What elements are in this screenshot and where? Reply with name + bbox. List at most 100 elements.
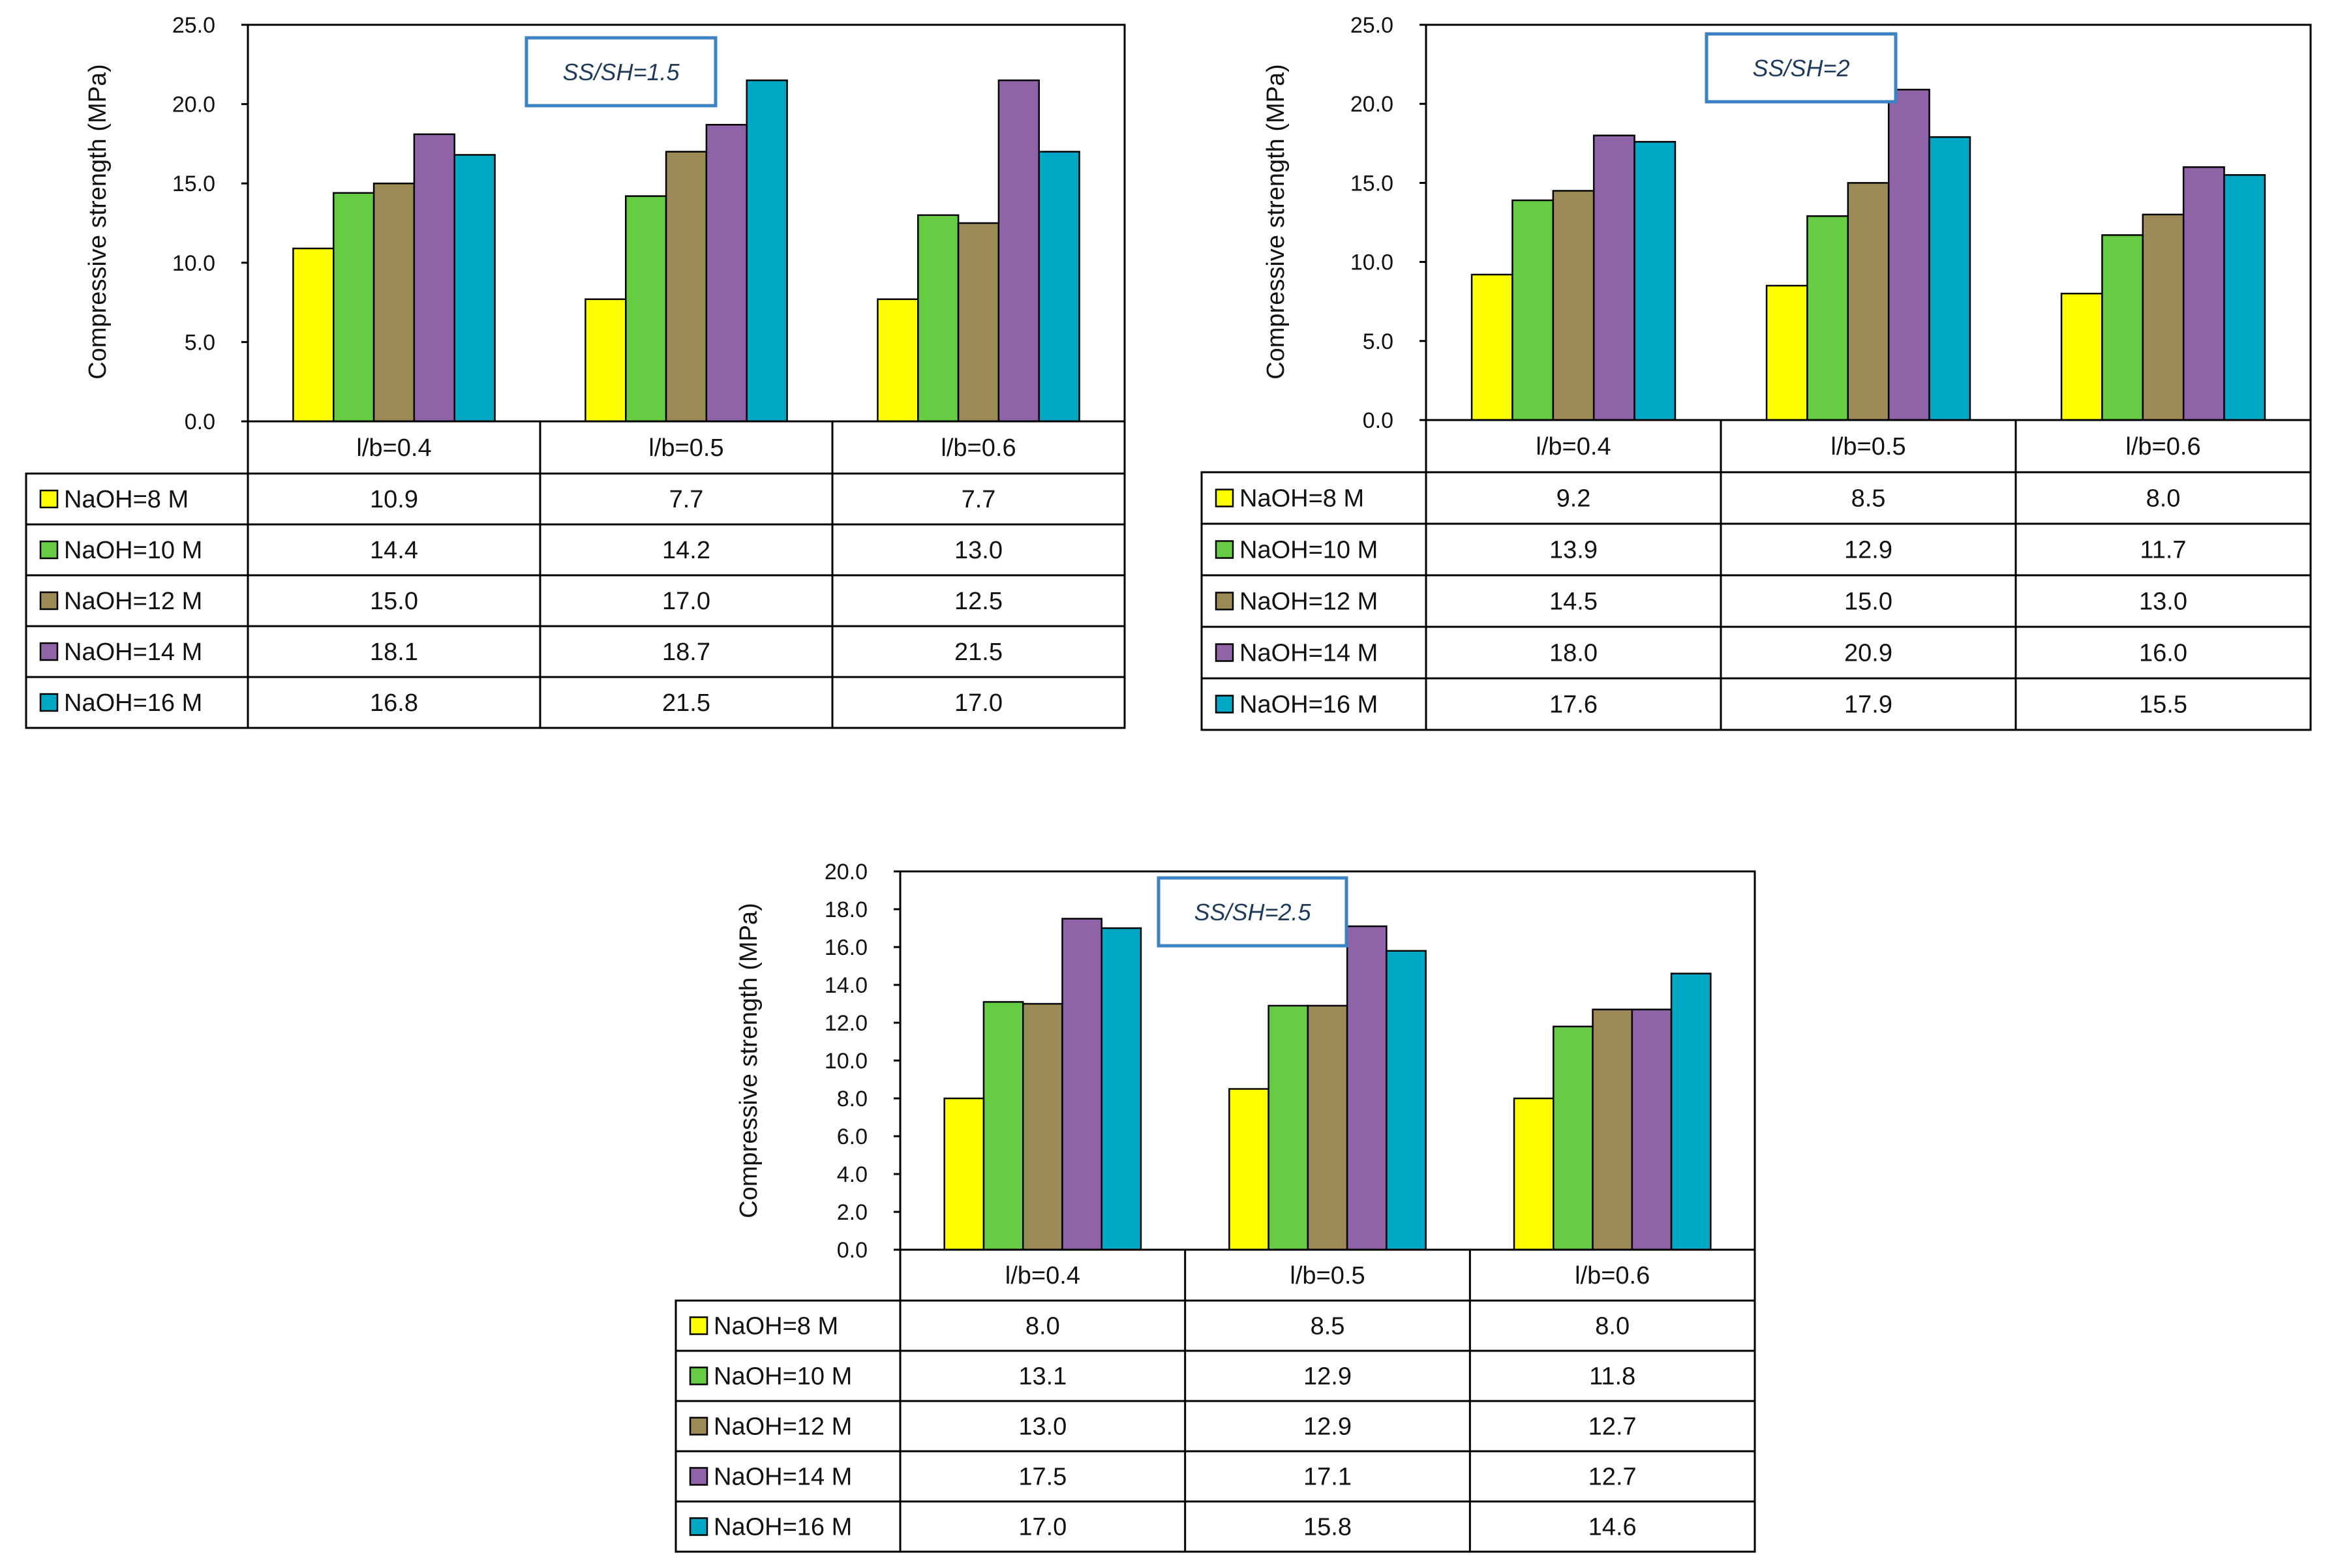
data-label-naoh-12-m-l-b-0-5: 15.0 bbox=[1844, 588, 1892, 616]
bar-naoh-10-m-l-b-0-6 bbox=[1553, 1025, 1594, 1251]
data-label-naoh-10-m-l-b-0-4: 13.9 bbox=[1549, 537, 1598, 564]
bar-naoh-16-m-l-b-0-5 bbox=[1386, 950, 1427, 1251]
chart-title-box bbox=[1705, 32, 1898, 104]
bar-naoh-16-m-l-b-0-4 bbox=[453, 154, 496, 423]
data-label-naoh-12-m-l-b-0-6: 12.5 bbox=[954, 588, 1003, 615]
legend-key-naoh-10-m bbox=[39, 540, 59, 560]
bar-naoh-8-m-l-b-0-4 bbox=[1470, 273, 1513, 421]
data-label-naoh-16-m-l-b-0-5: 21.5 bbox=[662, 689, 710, 717]
bar-naoh-12-m-l-b-0-4 bbox=[372, 182, 416, 423]
y-tick-label: 15.0 bbox=[172, 172, 215, 196]
table-row bbox=[675, 1500, 1756, 1553]
bar-naoh-8-m-l-b-0-5 bbox=[1765, 284, 1808, 421]
data-label-naoh-14-m-l-b-0-5: 18.7 bbox=[662, 639, 710, 666]
legend-label-naoh-12-m: NaOH=12 M bbox=[1239, 588, 1378, 616]
legend-key-naoh-16-m bbox=[689, 1517, 708, 1536]
y-tick-label: 20.0 bbox=[172, 93, 215, 117]
y-tick-label: 6.0 bbox=[837, 1124, 868, 1149]
bar-naoh-12-m-l-b-0-6 bbox=[1592, 1008, 1633, 1251]
bar-naoh-10-m-l-b-0-4 bbox=[1511, 199, 1555, 421]
y-tick-label: 18.0 bbox=[825, 897, 868, 922]
y-tick-label: 14.0 bbox=[825, 973, 868, 998]
legend-label-naoh-8-m: NaOH=8 M bbox=[1239, 485, 1364, 513]
data-label-naoh-12-m-l-b-0-6: 12.7 bbox=[1588, 1413, 1637, 1441]
y-axis-title: Compressive strength (MPa) bbox=[1262, 64, 1290, 380]
data-label-naoh-14-m-l-b-0-6: 21.5 bbox=[954, 639, 1003, 666]
legend-label-naoh-12-m: NaOH=12 M bbox=[714, 1413, 852, 1441]
data-label-naoh-10-m-l-b-0-5: 14.2 bbox=[662, 537, 710, 564]
legend-key-naoh-16-m bbox=[1215, 695, 1234, 714]
table-row bbox=[1200, 677, 2312, 731]
data-label-naoh-16-m-l-b-0-5: 17.9 bbox=[1844, 691, 1892, 719]
data-label-naoh-12-m-l-b-0-4: 14.5 bbox=[1549, 588, 1598, 616]
data-label-naoh-10-m-l-b-0-6: 11.8 bbox=[1589, 1363, 1635, 1391]
legend-label-naoh-14-m: NaOH=14 M bbox=[64, 639, 202, 666]
y-tick-label: 8.0 bbox=[837, 1087, 868, 1111]
y-axis-title: Compressive strength (MPa) bbox=[84, 64, 112, 380]
legend-label-naoh-14-m: NaOH=14 M bbox=[1239, 640, 1378, 667]
legend-label-naoh-8-m: NaOH=8 M bbox=[714, 1313, 838, 1340]
y-tick-label: 0.0 bbox=[837, 1238, 868, 1263]
data-label-naoh-16-m-l-b-0-4: 16.8 bbox=[370, 689, 418, 717]
legend-key-naoh-16-m bbox=[39, 693, 59, 712]
data-label-naoh-12-m-l-b-0-6: 13.0 bbox=[2139, 588, 2187, 616]
data-label-naoh-10-m-l-b-0-6: 13.0 bbox=[954, 537, 1003, 564]
data-label-naoh-8-m-l-b-0-6: 8.0 bbox=[2146, 485, 2181, 513]
data-label-naoh-8-m-l-b-0-6: 7.7 bbox=[962, 486, 996, 513]
data-label-naoh-16-m-l-b-0-6: 17.0 bbox=[954, 689, 1003, 717]
chart-title-box bbox=[524, 36, 718, 108]
bar-naoh-12-m-l-b-0-6 bbox=[2142, 213, 2185, 421]
category-label-l-b-0-5: l/b=0.5 bbox=[1830, 433, 1905, 460]
legend-label-naoh-10-m: NaOH=10 M bbox=[1239, 537, 1378, 564]
data-label-naoh-16-m-l-b-0-6: 14.6 bbox=[1588, 1514, 1637, 1541]
bar-naoh-10-m-l-b-0-6 bbox=[2101, 234, 2144, 421]
data-label-naoh-16-m-l-b-0-4: 17.6 bbox=[1549, 691, 1598, 719]
legend-label-naoh-16-m: NaOH=16 M bbox=[64, 689, 202, 717]
legend-key-naoh-8-m bbox=[39, 489, 59, 509]
y-tick-label: 20.0 bbox=[825, 860, 868, 884]
category-label-l-b-0-5: l/b=0.5 bbox=[1290, 1262, 1365, 1289]
y-tick-label: 0.0 bbox=[1363, 408, 1393, 433]
y-tick-label: 15.0 bbox=[1350, 171, 1393, 196]
chart-title: SS/SH=2.5 bbox=[1194, 899, 1311, 926]
y-tick-label: 4.0 bbox=[837, 1162, 868, 1187]
category-label-l-b-0-5: l/b=0.5 bbox=[648, 434, 723, 462]
data-label-naoh-14-m-l-b-0-6: 12.7 bbox=[1588, 1464, 1637, 1491]
chart-title-box bbox=[1157, 876, 1348, 948]
data-label-naoh-12-m-l-b-0-5: 17.0 bbox=[662, 588, 710, 615]
y-tick-label: 10.0 bbox=[1350, 250, 1393, 275]
bar-naoh-8-m-l-b-0-4 bbox=[292, 247, 335, 423]
table-row bbox=[25, 472, 1126, 526]
bar-naoh-8-m-l-b-0-5 bbox=[584, 298, 627, 423]
bar-naoh-10-m-l-b-0-5 bbox=[1806, 215, 1849, 421]
category-label-l-b-0-6: l/b=0.6 bbox=[1575, 1262, 1650, 1289]
y-tick-label: 20.0 bbox=[1350, 92, 1393, 117]
category-label-l-b-0-6: l/b=0.6 bbox=[2125, 433, 2200, 460]
legend-label-naoh-16-m: NaOH=16 M bbox=[714, 1514, 852, 1541]
bar-naoh-8-m-l-b-0-5 bbox=[1228, 1088, 1269, 1251]
category-label-l-b-0-4: l/b=0.4 bbox=[356, 434, 431, 462]
data-label-naoh-8-m-l-b-0-6: 8.0 bbox=[1595, 1313, 1630, 1340]
data-label-naoh-14-m-l-b-0-4: 17.5 bbox=[1018, 1464, 1067, 1491]
category-label-l-b-0-6: l/b=0.6 bbox=[941, 434, 1016, 462]
legend-key-naoh-10-m bbox=[1215, 540, 1234, 559]
bar-naoh-16-m-l-b-0-6 bbox=[1670, 972, 1712, 1251]
legend-key-naoh-14-m bbox=[689, 1467, 708, 1486]
bar-naoh-14-m-l-b-0-6 bbox=[997, 79, 1040, 423]
legend-key-naoh-12-m bbox=[1215, 592, 1234, 611]
data-label-naoh-10-m-l-b-0-5: 12.9 bbox=[1844, 537, 1892, 564]
legend-key-naoh-12-m bbox=[39, 591, 59, 611]
y-tick-label: 10.0 bbox=[825, 1049, 868, 1074]
legend-label-naoh-14-m: NaOH=14 M bbox=[714, 1464, 852, 1491]
data-label-naoh-10-m-l-b-0-4: 14.4 bbox=[370, 537, 418, 564]
bar-naoh-16-m-l-b-0-6 bbox=[1038, 151, 1080, 423]
y-tick-label: 12.0 bbox=[825, 1011, 868, 1036]
bar-naoh-16-m-l-b-0-6 bbox=[2223, 174, 2266, 421]
legend-key-naoh-10-m bbox=[689, 1366, 708, 1385]
data-label-naoh-14-m-l-b-0-6: 16.0 bbox=[2139, 640, 2187, 667]
bar-naoh-10-m-l-b-0-4 bbox=[982, 1001, 1024, 1251]
bar-naoh-14-m-l-b-0-4 bbox=[1592, 134, 1635, 421]
bar-naoh-12-m-l-b-0-6 bbox=[957, 222, 1000, 423]
y-axis-title: Compressive strength (MPa) bbox=[735, 903, 763, 1218]
legend-label-naoh-16-m: NaOH=16 M bbox=[1239, 691, 1378, 719]
